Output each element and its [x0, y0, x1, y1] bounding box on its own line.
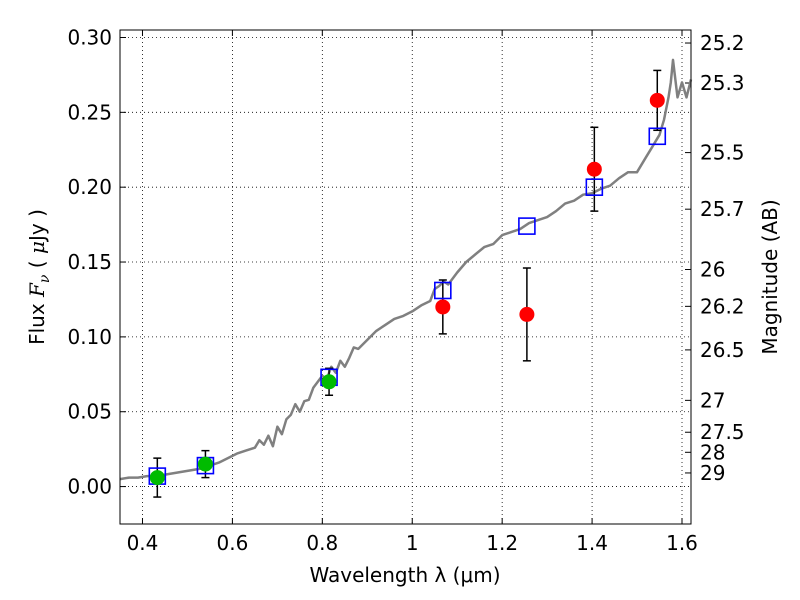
plot-frame — [119, 29, 692, 525]
y-tick-label: 0.30 — [67, 25, 112, 49]
y2-tick-label: 26.2 — [700, 294, 745, 318]
y-axis-label-subscript: ν — [37, 274, 53, 283]
y2-tick-label: 26.5 — [700, 338, 745, 362]
plot-background — [120, 30, 691, 524]
y2-tick-label: 28 — [700, 440, 725, 464]
y-axis-label-prefix: Flux — [25, 297, 49, 345]
red-point — [435, 299, 451, 315]
x-tick-label: 1.6 — [666, 531, 698, 555]
x-tick-label: 0.8 — [306, 531, 338, 555]
y-tick-label: 0.15 — [67, 250, 112, 274]
y-tick-label: 0.00 — [67, 475, 112, 499]
y-tick-label: 0.25 — [67, 100, 112, 124]
x-tick-label: 1 — [406, 531, 419, 555]
x-tick-label: 0.4 — [127, 531, 159, 555]
red-point — [586, 161, 602, 177]
green-point — [149, 470, 165, 486]
y2-tick-label: 26 — [700, 258, 725, 282]
y2-axis-label: Magnitude (AB) — [758, 199, 782, 354]
y2-tick-label: 25.2 — [700, 31, 745, 55]
spectrum-line — [119, 58, 693, 481]
y2-tick-label: 25.7 — [700, 197, 745, 221]
y2-tick-label: 29 — [700, 461, 725, 485]
y2-tick-label: 25.3 — [700, 71, 745, 95]
model-square — [434, 281, 452, 300]
x-tick-label: 1.4 — [576, 531, 608, 555]
y2-tick-label: 27.5 — [700, 420, 745, 444]
y-axis-label-mid: ( — [25, 254, 49, 275]
y-tick-label: 0.05 — [67, 400, 112, 424]
green-point — [197, 456, 213, 472]
red-point — [519, 306, 535, 322]
tick-labels: 0.4 0.6 0.8 1 1.2 1.4 1.6 0.00 0.05 0.10 0.15 0.20 0… — [67, 25, 744, 555]
x-axis-label: Wavelength λ (μm) — [309, 563, 500, 587]
model-square — [518, 217, 536, 235]
y2-tick-label: 25.5 — [700, 141, 745, 165]
model-square — [585, 178, 604, 196]
y-axis-label-symbol: F — [25, 282, 49, 298]
y-axis-label-mu: μ — [25, 241, 49, 254]
series-layer — [119, 58, 693, 498]
y-axis-label: Flux Fν ( μJy ) — [25, 209, 53, 345]
x-tick-label: 1.2 — [486, 531, 518, 555]
x-tick-label: 0.6 — [216, 531, 248, 555]
green-point — [321, 374, 337, 390]
y2-tick-label: 27 — [700, 388, 725, 412]
ticks — [120, 30, 691, 524]
model-square — [648, 127, 667, 146]
y-tick-label: 0.10 — [67, 325, 112, 349]
red-point — [649, 92, 665, 108]
y-axis-label-unit: Jy ) — [25, 209, 49, 243]
y-tick-label: 0.20 — [67, 175, 112, 199]
